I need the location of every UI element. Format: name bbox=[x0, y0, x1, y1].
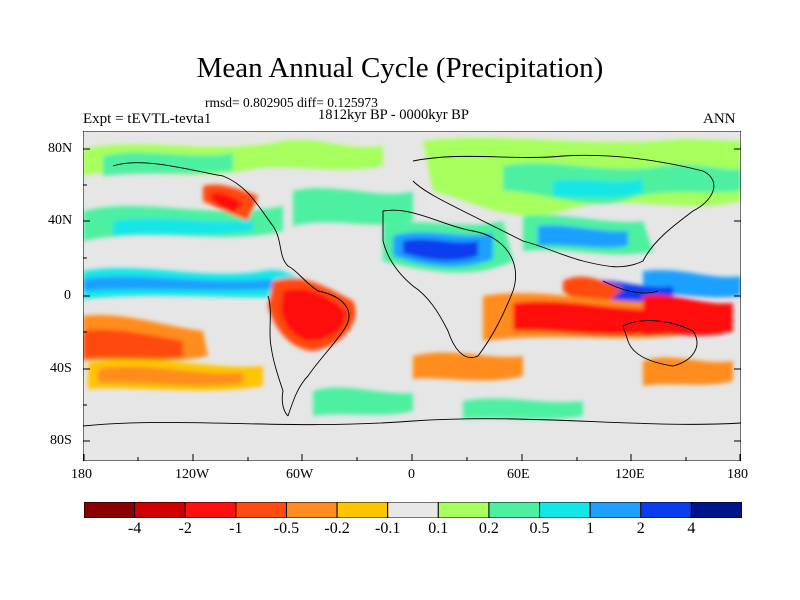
colorbar-label: 2 bbox=[636, 520, 645, 537]
colorbar-label: 1 bbox=[586, 520, 595, 537]
precipitation-map bbox=[83, 131, 741, 461]
experiment-label: Expt = tEVTL-tevta1 bbox=[83, 111, 212, 127]
colorbar-label: -0.1 bbox=[375, 520, 401, 537]
y-label-40s: 40S bbox=[50, 361, 72, 376]
colorbar-label: -0.5 bbox=[273, 520, 300, 537]
colorbar-label: 0.5 bbox=[529, 520, 550, 537]
coastlines bbox=[83, 154, 741, 427]
x-label-180e: 180 bbox=[727, 467, 748, 482]
colorbar-swatch bbox=[690, 502, 742, 518]
colorbar-label: -1 bbox=[229, 520, 243, 537]
colorbar bbox=[84, 502, 742, 518]
colorbar-swatch bbox=[387, 502, 439, 518]
period-text: 1812kyr BP - 0000kyr BP bbox=[318, 107, 469, 123]
x-label-60w: 60W bbox=[286, 467, 314, 482]
colorbar-swatch bbox=[336, 502, 389, 518]
x-label-180w: 180 bbox=[71, 467, 92, 482]
colorbar-label: -4 bbox=[127, 520, 142, 537]
y-label-80s: 80S bbox=[50, 433, 72, 448]
x-label-120e: 120E bbox=[615, 467, 645, 482]
y-label-0: 0 bbox=[64, 288, 71, 303]
colorbar-swatch bbox=[488, 502, 541, 518]
colorbar-swatch bbox=[285, 502, 338, 518]
x-label-0: 0 bbox=[408, 467, 415, 482]
precip-anomaly-field bbox=[83, 137, 741, 420]
colorbar-label: -0.2 bbox=[324, 520, 350, 537]
page-title: Mean Annual Cycle (Precipitation) bbox=[196, 52, 604, 84]
colorbar-swatch bbox=[589, 502, 642, 518]
colorbar-label: -2 bbox=[178, 520, 192, 537]
colorbar-swatch bbox=[539, 502, 591, 518]
colorbar-label: 0.1 bbox=[428, 520, 449, 537]
y-ticks bbox=[83, 148, 741, 442]
colorbar-label: 4 bbox=[687, 520, 696, 537]
colorbar-swatch bbox=[235, 502, 287, 518]
colorbar-swatch bbox=[437, 502, 490, 518]
colorbar-swatch bbox=[84, 502, 136, 518]
season-label: ANN bbox=[703, 111, 736, 127]
colorbar-swatch bbox=[640, 502, 692, 518]
y-label-80n: 80N bbox=[48, 141, 73, 156]
stats-text: rmsd= 0.802905 diff= 0.125973 bbox=[205, 95, 378, 110]
colorbar-swatch bbox=[134, 502, 186, 518]
x-ticks bbox=[83, 454, 741, 461]
colorbar-label: 0.2 bbox=[478, 520, 499, 537]
colorbar-swatch bbox=[184, 502, 237, 518]
x-label-120w: 120W bbox=[175, 467, 210, 482]
x-label-60e: 60E bbox=[507, 467, 530, 482]
y-label-40n: 40N bbox=[48, 213, 73, 228]
